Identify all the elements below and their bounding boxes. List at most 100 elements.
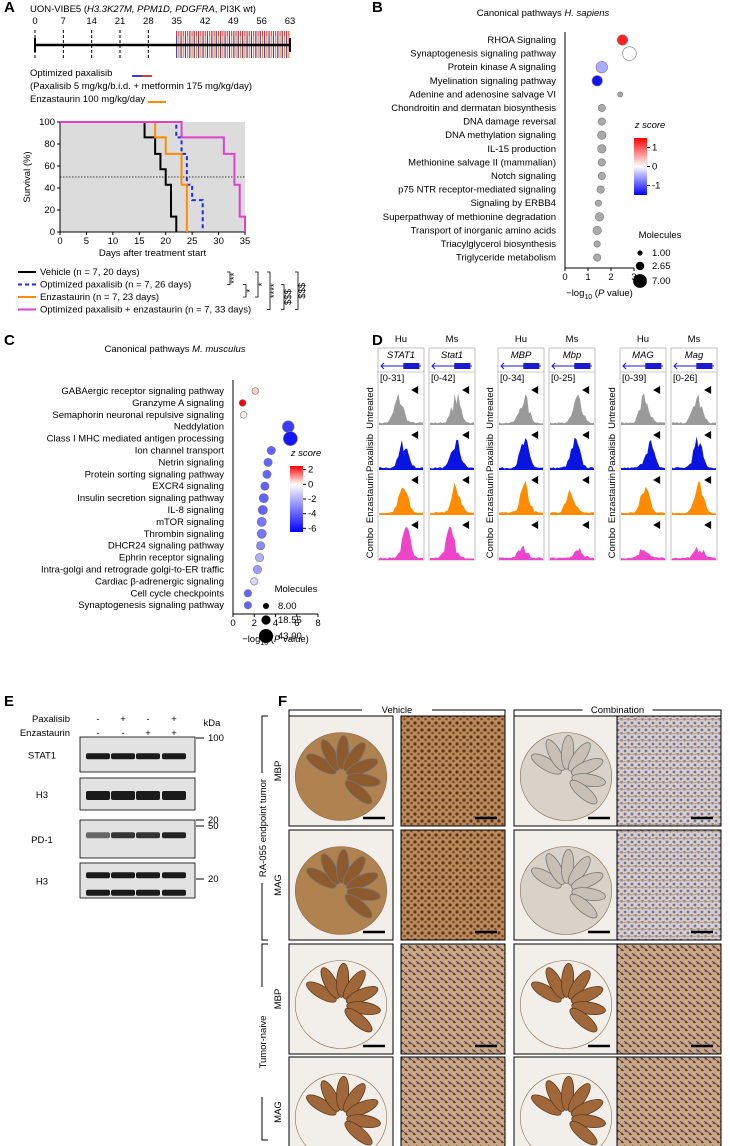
folium (569, 779, 598, 805)
peak-arrow (653, 521, 661, 529)
x-tick-label: 6 (294, 618, 299, 629)
size-legend-bubble (258, 628, 274, 644)
folium (545, 967, 566, 999)
size-legend-bubble (261, 615, 271, 625)
gene-label: Stat1 (441, 350, 463, 361)
bubble (593, 240, 601, 248)
peak-arrow (653, 431, 661, 439)
folium (345, 1099, 379, 1118)
size-legend-title: Molecules (639, 230, 682, 241)
peak-arrow (462, 431, 470, 439)
y-tick-label: 20 (44, 205, 55, 216)
coverage-track (672, 481, 716, 515)
peak-arrow (531, 521, 539, 529)
category-label: Cardiac β-adrenergic signaling (95, 576, 224, 587)
blot-label: STAT1 (28, 751, 56, 762)
colorbar (290, 466, 303, 532)
category-label: Ion channel transport (135, 446, 225, 457)
category-label: p75 NTR receptor-mediated signaling (398, 185, 556, 196)
panel-label: D (372, 332, 383, 349)
blot-band (162, 889, 186, 896)
significance-bracket (227, 271, 231, 285)
bubble (260, 481, 270, 491)
folium (320, 967, 341, 999)
blot-band (86, 753, 110, 760)
bubble (622, 46, 637, 61)
colorbar-tick-label: -4 (308, 509, 316, 520)
folium (342, 742, 366, 772)
x-tick-label: 5 (84, 236, 89, 247)
x-axis-label: Days after treatment start (99, 248, 207, 259)
category-label: mTOR signaling (156, 517, 224, 528)
x-axis-label: −log10 (P value) (566, 288, 633, 301)
size-legend-label: 18.55 (278, 615, 302, 626)
folium (545, 739, 566, 771)
timeline-tick-label: 42 (200, 16, 211, 27)
category-label: Ephrin receptor signaling (119, 553, 224, 564)
condition-label: Enzastaurin (485, 473, 496, 523)
bubble (283, 431, 298, 446)
legend-label: Enzastaurin (n = 7, 23 days) (40, 292, 159, 303)
treatment-sign: - (121, 728, 124, 739)
significance-bracket (295, 271, 299, 310)
blot-band (111, 832, 135, 839)
category-label: Methionine salvage II (mammalian) (408, 157, 556, 168)
category-label: Cell cycle checkpoints (131, 588, 225, 599)
peak-arrow (462, 476, 470, 484)
blot-band (136, 872, 160, 879)
gene-exon (403, 363, 420, 369)
bubble (596, 185, 605, 194)
category-label: Triglyceride metabolism (456, 253, 556, 264)
category-label: IL-15 production (487, 144, 556, 155)
coverage-track (621, 548, 665, 560)
bubble (595, 61, 608, 74)
gene-exon (454, 363, 471, 369)
bubble (243, 601, 252, 610)
condition-label: Combo (485, 528, 496, 559)
track-range: [0-25] (551, 373, 575, 384)
category-label: Protein sorting signaling pathway (85, 469, 225, 480)
coverage-track (621, 486, 665, 515)
size-legend-bubble (635, 261, 645, 271)
category-label: Protein kinase A signaling (448, 62, 556, 73)
folium (567, 742, 591, 772)
significance-bracket (255, 271, 259, 298)
stain-label: MAG (273, 1101, 284, 1123)
label-bg (362, 702, 432, 716)
bubble (597, 158, 606, 167)
colorbar-tick-label: -6 (308, 523, 316, 534)
legend-label: Vehicle (n = 7, 20 days) (40, 267, 140, 278)
y-tick-label: 0 (50, 227, 55, 238)
folium (342, 856, 366, 886)
chart-title-part: Canonical pathways (105, 344, 193, 355)
significance-label: *** (229, 272, 240, 283)
x-tick-label: 4 (273, 618, 278, 629)
coverage-track (430, 439, 474, 470)
panel-label: A (4, 0, 15, 16)
group-label: RA-055 endpoint tumor (258, 779, 269, 877)
category-label: Synaptogenesis signaling pathway (410, 49, 556, 60)
tss-arrow (551, 362, 556, 370)
treatment-label: Optimized paxalisib (30, 68, 112, 79)
timeline-tick-label: 28 (143, 16, 154, 27)
folium (342, 1083, 366, 1113)
blot-label: PD-1 (31, 835, 53, 846)
blot-band (111, 791, 135, 800)
size-legend-bubble (637, 250, 643, 256)
coverage-track (379, 439, 423, 470)
coverage-track (550, 394, 594, 425)
blot-band (162, 872, 186, 879)
timeline-tick-label: 35 (171, 16, 182, 27)
peak-arrow (704, 431, 712, 439)
category-label: Chondroitin and dermatan biosynthesis (391, 103, 556, 114)
coverage-track (621, 393, 665, 425)
folium (567, 1083, 591, 1113)
x-tick-label: 30 (213, 236, 224, 247)
x-axis-label-part: P (274, 634, 281, 645)
ihc-image (616, 829, 722, 941)
y-tick-label: 100 (39, 117, 55, 128)
peak-arrow (531, 476, 539, 484)
folium (531, 1094, 562, 1116)
x-axis-label-part: value) (280, 634, 309, 645)
track-range: [0-31] (380, 373, 404, 384)
